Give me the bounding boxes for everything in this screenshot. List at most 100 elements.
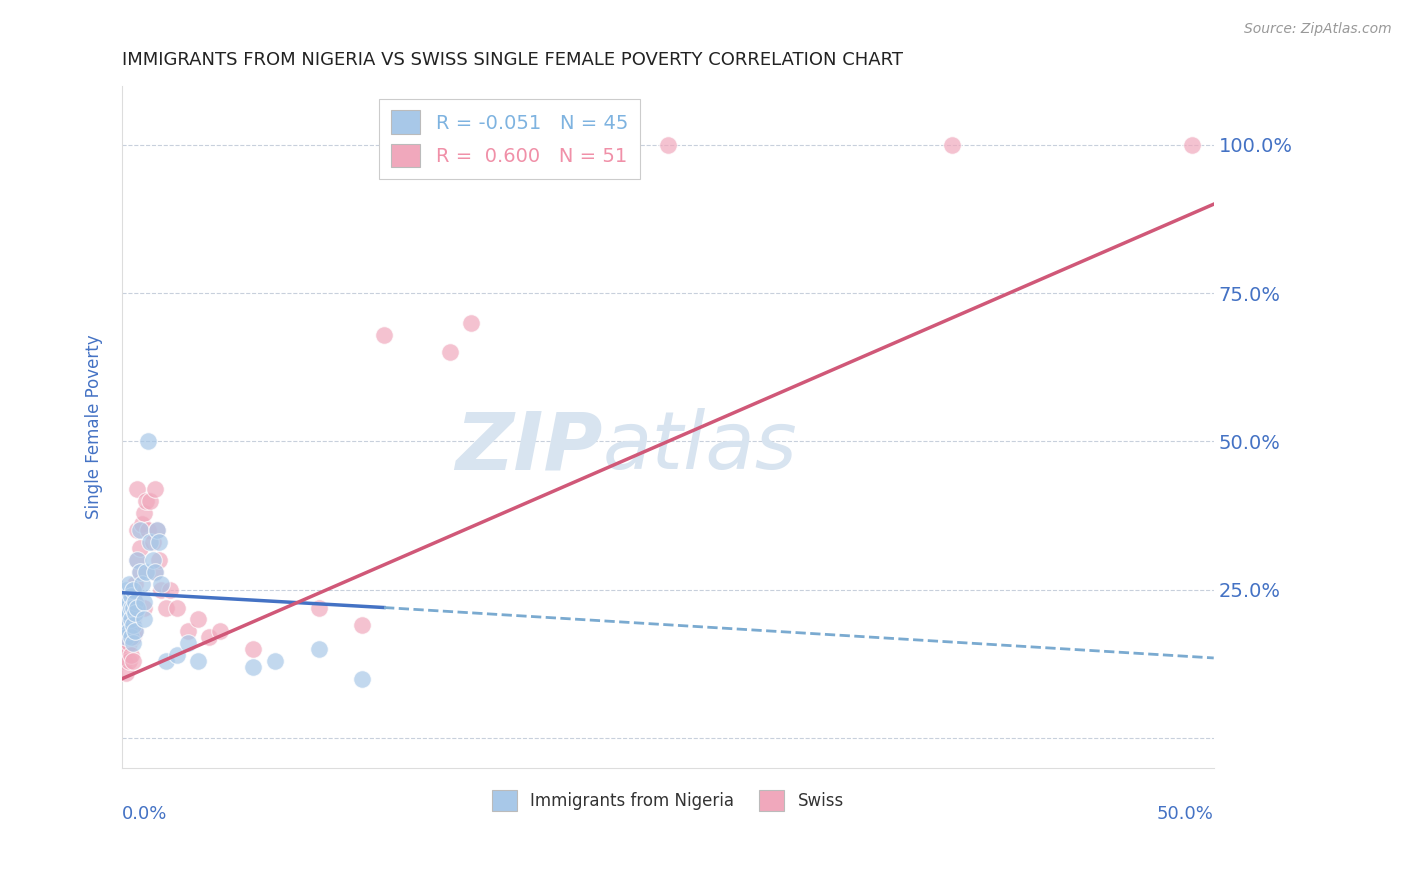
Point: [124, 576, 146, 591]
Point: [117, 576, 139, 591]
Point: [143, 482, 166, 496]
Point: [117, 594, 139, 608]
Point: [264, 654, 287, 668]
Point: [132, 506, 155, 520]
Point: [124, 624, 146, 639]
Point: [135, 493, 157, 508]
Point: [117, 636, 139, 650]
Point: [657, 137, 679, 152]
Point: [117, 612, 139, 626]
Point: [124, 607, 146, 621]
Point: [176, 636, 198, 650]
Point: [166, 648, 188, 662]
Point: [198, 630, 221, 644]
Point: [1181, 137, 1204, 152]
Point: [242, 660, 264, 674]
Point: [150, 582, 173, 597]
Point: [122, 589, 145, 603]
Point: [115, 665, 138, 680]
Point: [122, 636, 145, 650]
Point: [115, 582, 138, 597]
Point: [112, 636, 135, 650]
Point: [127, 553, 149, 567]
Point: [159, 582, 181, 597]
Text: 0.0%: 0.0%: [122, 805, 167, 823]
Point: [132, 612, 155, 626]
Point: [139, 493, 162, 508]
Point: [352, 618, 374, 632]
Point: [112, 589, 135, 603]
Text: IMMIGRANTS FROM NIGERIA VS SWISS SINGLE FEMALE POVERTY CORRELATION CHART: IMMIGRANTS FROM NIGERIA VS SWISS SINGLE …: [122, 51, 903, 69]
Point: [112, 612, 135, 626]
Point: [112, 600, 135, 615]
Point: [127, 482, 149, 496]
Point: [139, 535, 162, 549]
Point: [120, 648, 142, 662]
Point: [124, 624, 146, 639]
Point: [124, 594, 146, 608]
Legend: Immigrants from Nigeria, Swiss: Immigrants from Nigeria, Swiss: [485, 784, 851, 817]
Point: [131, 576, 153, 591]
Point: [155, 600, 177, 615]
Point: [122, 654, 145, 668]
Point: [120, 600, 142, 615]
Point: [127, 553, 149, 567]
Point: [128, 524, 150, 538]
Point: [128, 565, 150, 579]
Point: [142, 553, 165, 567]
Point: [136, 434, 159, 449]
Point: [115, 600, 138, 615]
Point: [124, 600, 146, 615]
Point: [308, 600, 330, 615]
Point: [176, 624, 198, 639]
Point: [120, 600, 142, 615]
Point: [115, 618, 138, 632]
Point: [460, 316, 482, 330]
Point: [242, 642, 264, 657]
Point: [117, 654, 139, 668]
Point: [187, 654, 209, 668]
Point: [155, 654, 177, 668]
Point: [142, 535, 165, 549]
Point: [132, 594, 155, 608]
Point: [122, 582, 145, 597]
Point: [439, 345, 461, 359]
Point: [128, 541, 150, 556]
Point: [136, 524, 159, 538]
Point: [135, 565, 157, 579]
Text: atlas: atlas: [602, 408, 797, 486]
Point: [148, 553, 170, 567]
Point: [122, 600, 145, 615]
Point: [115, 624, 138, 639]
Point: [143, 565, 166, 579]
Point: [187, 612, 209, 626]
Point: [122, 618, 145, 632]
Text: ZIP: ZIP: [456, 408, 602, 486]
Point: [143, 565, 166, 579]
Point: [132, 600, 155, 615]
Point: [120, 612, 142, 626]
Point: [146, 524, 169, 538]
Point: [127, 600, 149, 615]
Point: [352, 672, 374, 686]
Point: [373, 327, 395, 342]
Point: [308, 642, 330, 657]
Point: [117, 624, 139, 639]
Point: [127, 524, 149, 538]
Point: [115, 630, 138, 644]
Point: [120, 630, 142, 644]
Point: [120, 624, 142, 639]
Point: [148, 535, 170, 549]
Point: [941, 137, 963, 152]
Point: [209, 624, 232, 639]
Point: [150, 576, 173, 591]
Text: 50.0%: 50.0%: [1157, 805, 1213, 823]
Point: [120, 589, 142, 603]
Y-axis label: Single Female Poverty: Single Female Poverty: [86, 334, 103, 519]
Point: [122, 612, 145, 626]
Point: [112, 654, 135, 668]
Point: [131, 517, 153, 532]
Point: [146, 524, 169, 538]
Point: [115, 642, 138, 657]
Text: Source: ZipAtlas.com: Source: ZipAtlas.com: [1244, 22, 1392, 37]
